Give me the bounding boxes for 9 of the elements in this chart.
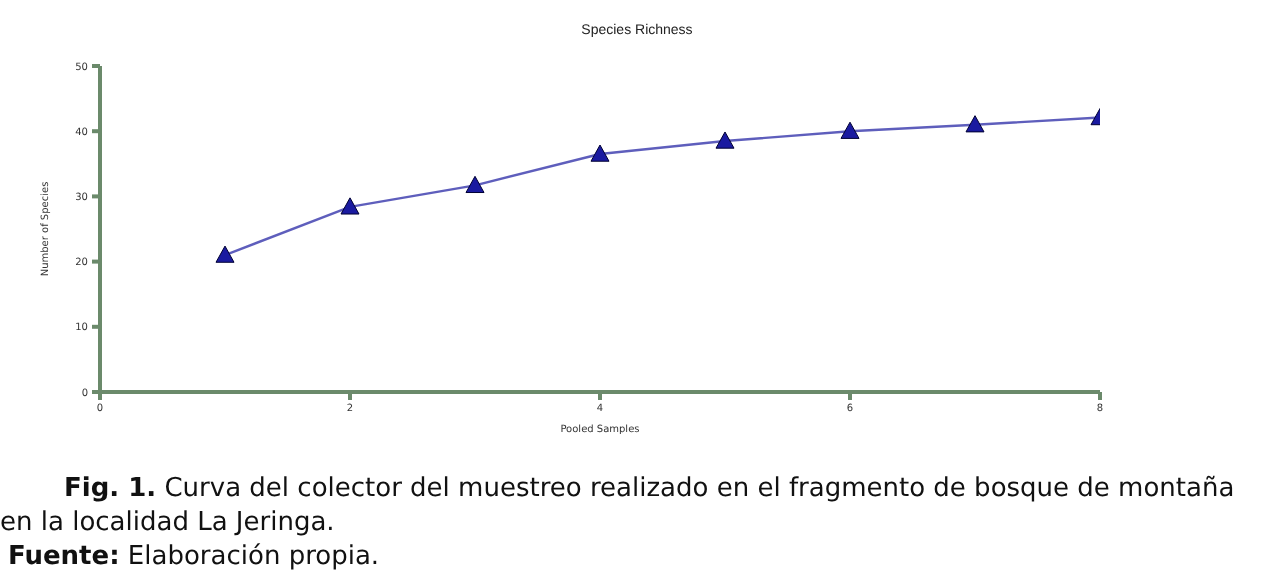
point — [590, 144, 610, 162]
caption: Fig. 1. Curva del colector del muestreo realizado en el fragmento de bosque de montaña en la localidad La Jeringa. — [0, 472, 1237, 540]
point — [715, 131, 735, 149]
point — [340, 197, 360, 215]
point — [965, 115, 985, 133]
source-note: Fuente: Elaboración propia. — [6, 540, 382, 574]
point — [465, 175, 485, 194]
point — [840, 121, 860, 139]
point — [215, 245, 235, 263]
